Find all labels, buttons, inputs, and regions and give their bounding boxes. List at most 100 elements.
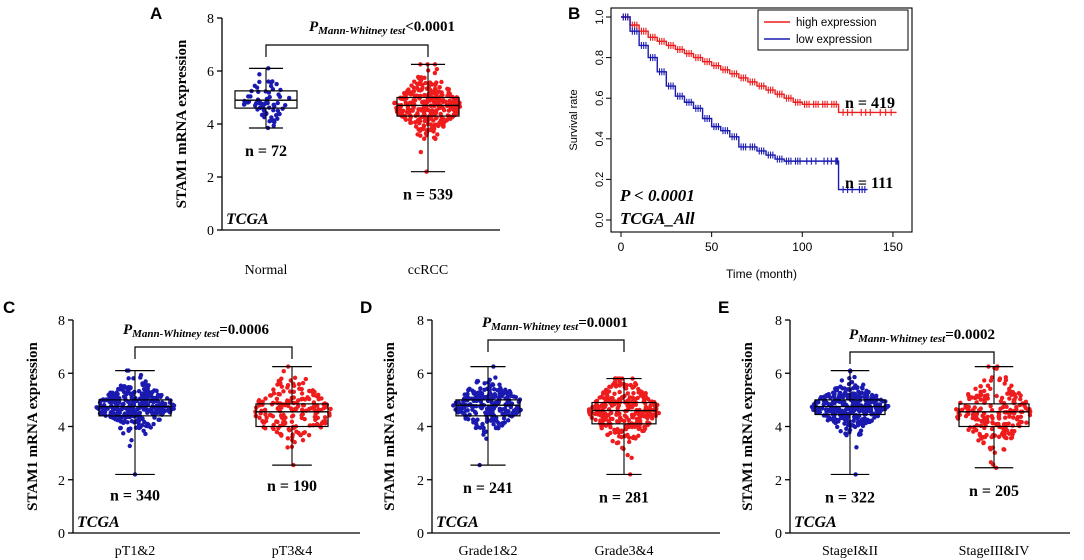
y-axis-label: Survival rate <box>568 89 580 150</box>
data-point <box>1006 431 1012 436</box>
y-tick-label: 0.4 <box>594 131 606 146</box>
y-axis-label: STAM1 mRNA expression <box>382 342 398 511</box>
y-tick-label: 4 <box>417 421 424 436</box>
data-point <box>608 425 613 430</box>
data-point <box>421 99 426 104</box>
data-point <box>448 116 453 122</box>
data-point <box>970 415 975 421</box>
data-point <box>118 383 124 388</box>
data-point <box>424 116 429 121</box>
group-1: n = 539 ccRCC <box>392 62 463 278</box>
data-point <box>121 420 126 425</box>
data-point <box>413 124 419 129</box>
data-point <box>121 431 126 436</box>
data-point <box>975 394 980 400</box>
data-point <box>988 403 993 409</box>
data-point <box>978 384 983 389</box>
data-point <box>996 421 1001 427</box>
category-label: StageI&II <box>822 544 878 559</box>
legend-entry: high expression <box>796 17 877 29</box>
data-point <box>614 440 620 446</box>
p-value: =0.0001 <box>578 315 628 331</box>
y-tick-label: 6 <box>775 367 782 382</box>
data-point <box>636 426 642 432</box>
data-point <box>401 90 407 96</box>
data-point <box>978 397 983 402</box>
data-point <box>416 87 421 93</box>
cohort-annotation: TCGA_All <box>620 209 695 228</box>
data-point <box>819 406 825 411</box>
series-n-label: n = 419 <box>845 95 895 112</box>
data-point <box>479 405 484 411</box>
data-point <box>840 399 845 405</box>
data-point <box>257 79 262 85</box>
data-point <box>855 416 860 422</box>
data-point <box>107 399 112 404</box>
group-n-label: n = 205 <box>969 483 1019 500</box>
y-axis-label: STAM1 mRNA expression <box>174 39 190 208</box>
data-point <box>292 375 298 381</box>
data-point <box>322 415 328 420</box>
data-point <box>617 434 622 439</box>
data-point <box>289 414 295 419</box>
y-tick-label: 8 <box>417 314 424 329</box>
data-point <box>151 395 156 401</box>
data-point <box>138 372 144 378</box>
data-point <box>289 406 294 411</box>
data-point <box>816 407 821 413</box>
data-point <box>116 399 122 405</box>
data-point <box>494 418 499 424</box>
data-point <box>456 400 461 405</box>
data-point <box>636 433 641 439</box>
data-point <box>143 431 148 437</box>
data-point <box>316 396 321 402</box>
data-point <box>453 106 459 112</box>
data-point <box>403 101 409 106</box>
category-label: pT1&2 <box>115 544 155 559</box>
data-point <box>299 407 305 412</box>
data-point <box>631 434 637 439</box>
data-point <box>129 395 134 400</box>
data-point <box>312 404 317 409</box>
data-point <box>262 114 267 120</box>
data-point <box>970 412 976 417</box>
data-point <box>996 414 1001 419</box>
data-point <box>426 107 431 113</box>
data-point <box>272 119 277 125</box>
significance-bracket <box>265 44 429 57</box>
data-point <box>842 390 848 395</box>
data-point <box>511 394 516 399</box>
data-point <box>502 406 508 411</box>
p-value-title: PMann-Whitney test=0.0001 <box>482 315 628 333</box>
data-point <box>252 83 258 88</box>
data-point <box>422 111 427 116</box>
data-point <box>842 386 847 391</box>
data-point <box>128 385 133 390</box>
data-point <box>268 83 274 89</box>
data-point <box>412 79 417 84</box>
data-point <box>988 447 993 452</box>
data-point <box>981 388 987 394</box>
data-point <box>263 396 268 401</box>
data-point <box>973 386 978 392</box>
data-point <box>441 99 446 104</box>
iqr-box <box>255 403 329 428</box>
data-point <box>999 395 1005 401</box>
data-point <box>1011 415 1016 420</box>
data-point <box>129 438 134 443</box>
cohort-watermark: TCGA <box>794 514 837 531</box>
data-point <box>832 386 838 392</box>
data-point <box>610 438 615 444</box>
data-point <box>1003 415 1008 420</box>
data-point <box>471 391 476 396</box>
data-point <box>424 130 430 135</box>
y-tick-label: 6 <box>417 367 424 382</box>
data-point <box>998 406 1003 412</box>
data-point <box>1023 399 1029 404</box>
data-point <box>130 399 135 404</box>
data-point <box>868 407 874 413</box>
data-point <box>418 133 423 138</box>
data-point <box>612 391 617 397</box>
data-point <box>274 419 279 424</box>
